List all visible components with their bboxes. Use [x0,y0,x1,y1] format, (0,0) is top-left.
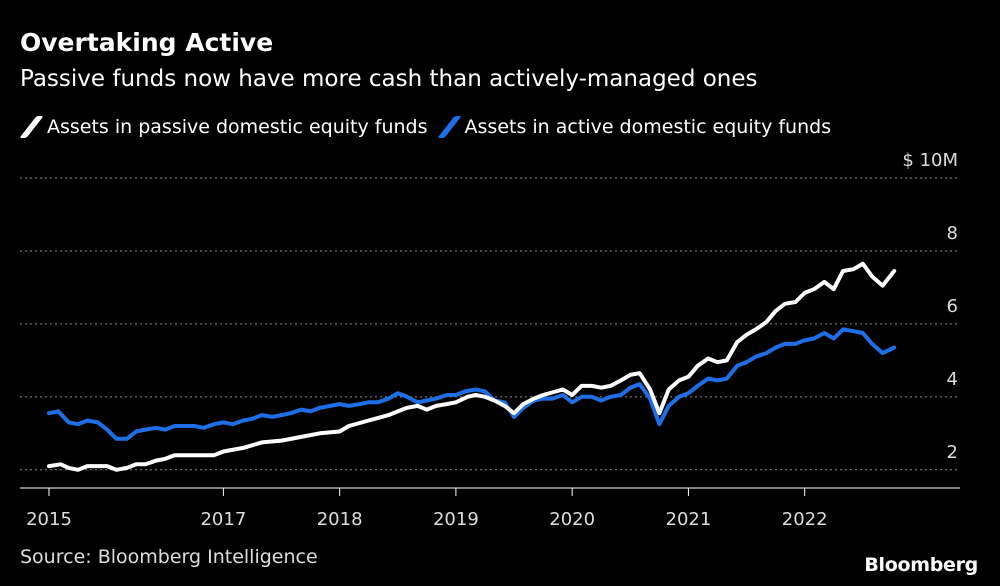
legend-label-passive: Assets in passive domestic equity funds [47,116,428,138]
legend-label-active: Assets in active domestic equity funds [464,116,832,138]
source-note: Source: Bloomberg Intelligence [20,546,318,568]
y-tick-label-2: 2 [947,442,958,463]
chart-title: Overtaking Active [20,28,274,57]
series-line-active [47,327,897,441]
x-tick-label-2022: 2022 [782,509,828,530]
y-tick-label-10: $ 10M [902,150,958,171]
x-tick-label-2018: 2018 [317,509,363,530]
legend-item-passive: Assets in passive domestic equity funds [19,116,428,138]
y-axis-ticks: 2 4 6 8 $ 10M [902,150,958,463]
series-lines [47,261,897,472]
bloomberg-logo: Bloomberg [864,554,978,576]
legend-item-active: Assets in active domestic equity funds [436,116,832,138]
y-tick-label-4: 4 [947,369,958,390]
chart-subtitle: Passive funds now have more cash than ac… [20,66,758,92]
x-tick-label-2017: 2017 [200,509,246,530]
x-tick-label-2021: 2021 [666,509,712,530]
gridlines [20,177,960,471]
y-tick-label-6: 6 [947,296,958,317]
x-tick-label-2019: 2019 [433,509,479,530]
x-axis: 2015 2017 2018 2019 2020 2021 2022 [20,487,960,530]
series-line-passive [47,261,897,472]
x-tick-label-2015: 2015 [26,509,72,530]
chart-legend: Assets in passive domestic equity funds … [19,116,841,138]
y-tick-label-8: 8 [947,223,958,244]
x-tick-label-2020: 2020 [549,509,595,530]
